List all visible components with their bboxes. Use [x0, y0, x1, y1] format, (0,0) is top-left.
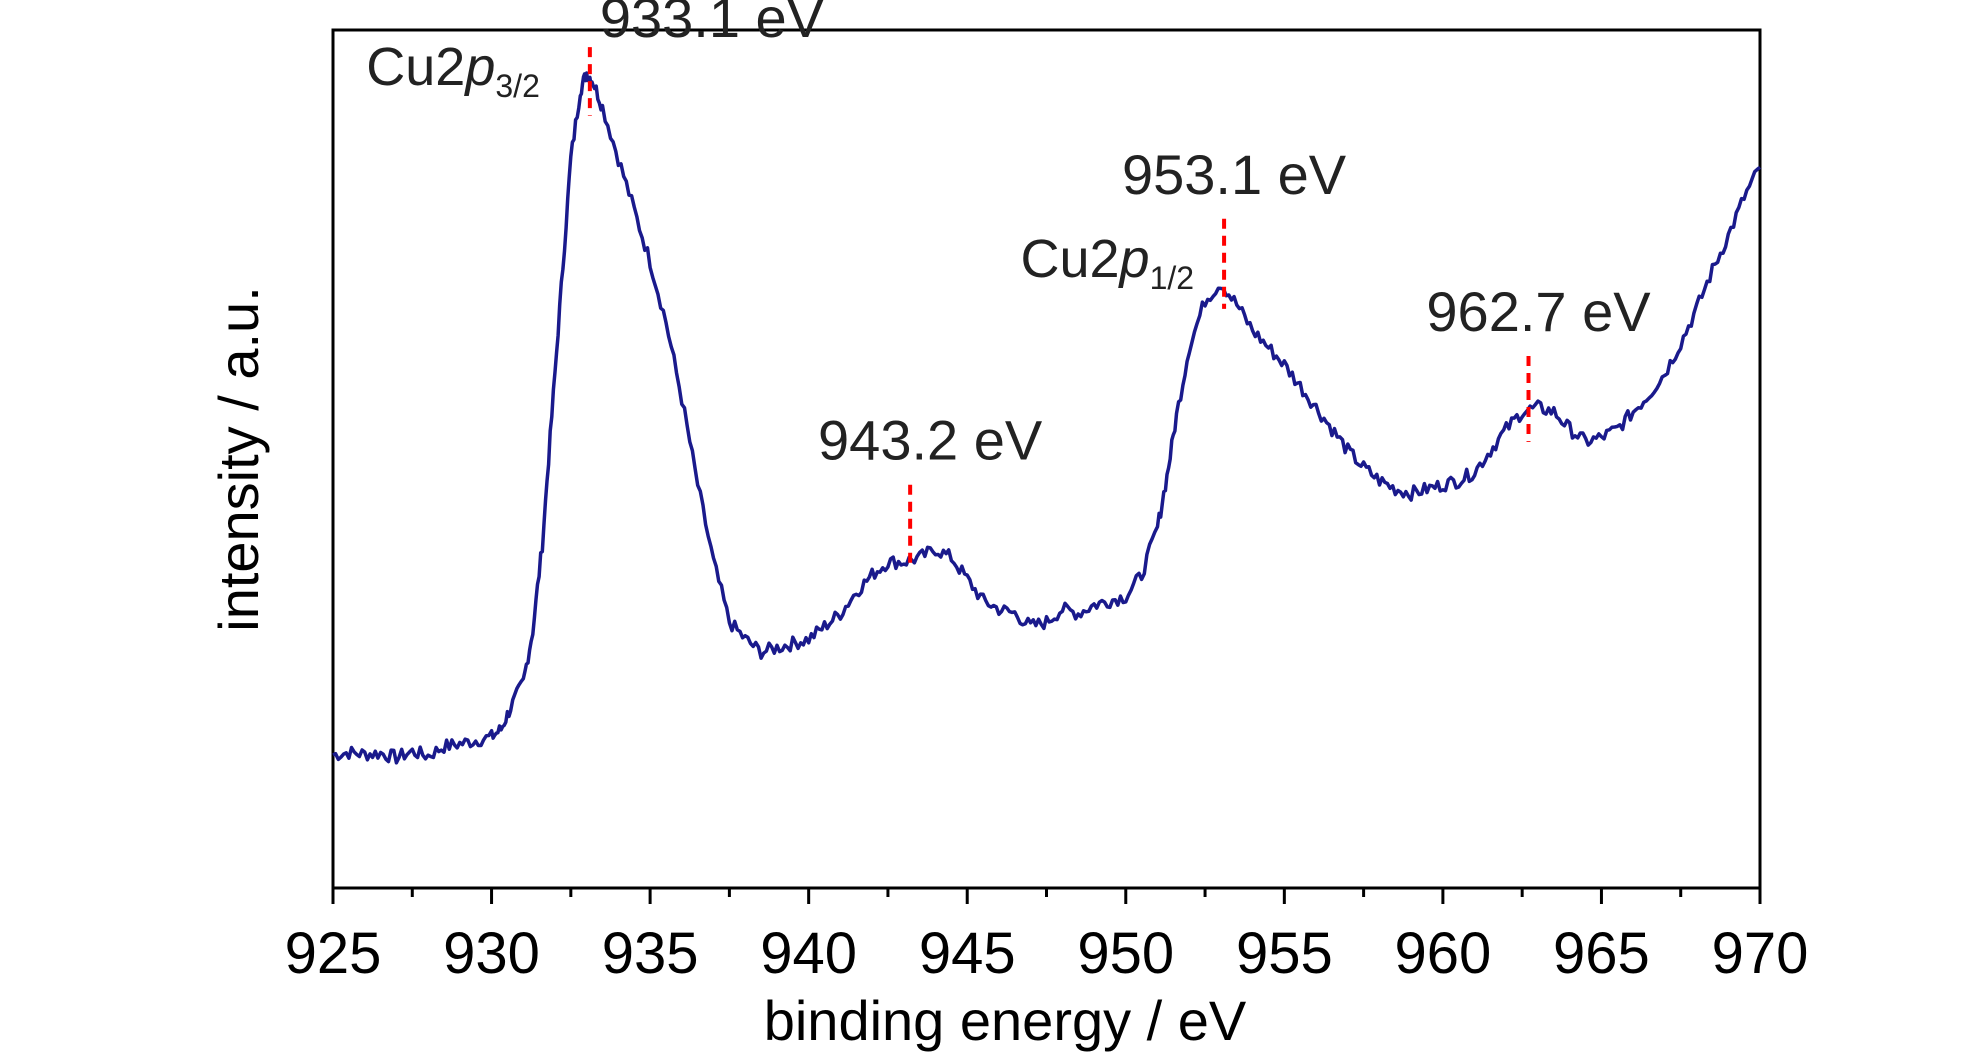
y-axis-title: intensity / a.u. [207, 286, 270, 632]
peak-energy-label: 943.2 eV [818, 409, 1043, 472]
peak-name-label: Cu2p1/2 [1020, 229, 1194, 296]
x-axis-tick-labels: 925 930 935 940 945 950 955 960 965 970 [285, 921, 1809, 986]
spectrum-series [332, 71, 1762, 765]
peak-annotations: 933.1 eV Cu2p3/2 943.2 eV 953.1 eV Cu2p1/2 96… [366, 0, 1651, 567]
x-tick-label: 955 [1236, 921, 1333, 986]
spectrum-line [332, 71, 1762, 765]
x-axis-title: binding energy / eV [764, 989, 1247, 1052]
peak-energy-label: 933.1 eV [600, 0, 825, 49]
x-tick-label: 930 [443, 921, 540, 986]
x-tick-label: 970 [1712, 921, 1809, 986]
x-tick-label: 945 [919, 921, 1016, 986]
x-tick-label: 950 [1077, 921, 1174, 986]
peak-energy-label: 953.1 eV [1122, 143, 1347, 206]
x-tick-label: 940 [760, 921, 857, 986]
peak-name-label: Cu2p3/2 [366, 37, 540, 104]
x-tick-label: 960 [1394, 921, 1491, 986]
x-tick-label: 935 [602, 921, 699, 986]
peak-energy-label: 962.7 eV [1426, 280, 1651, 343]
plot-frame [331, 28, 1762, 890]
x-tick-label: 925 [285, 921, 382, 986]
x-tick-label: 965 [1553, 921, 1650, 986]
x-axis-ticks [331, 888, 1762, 904]
